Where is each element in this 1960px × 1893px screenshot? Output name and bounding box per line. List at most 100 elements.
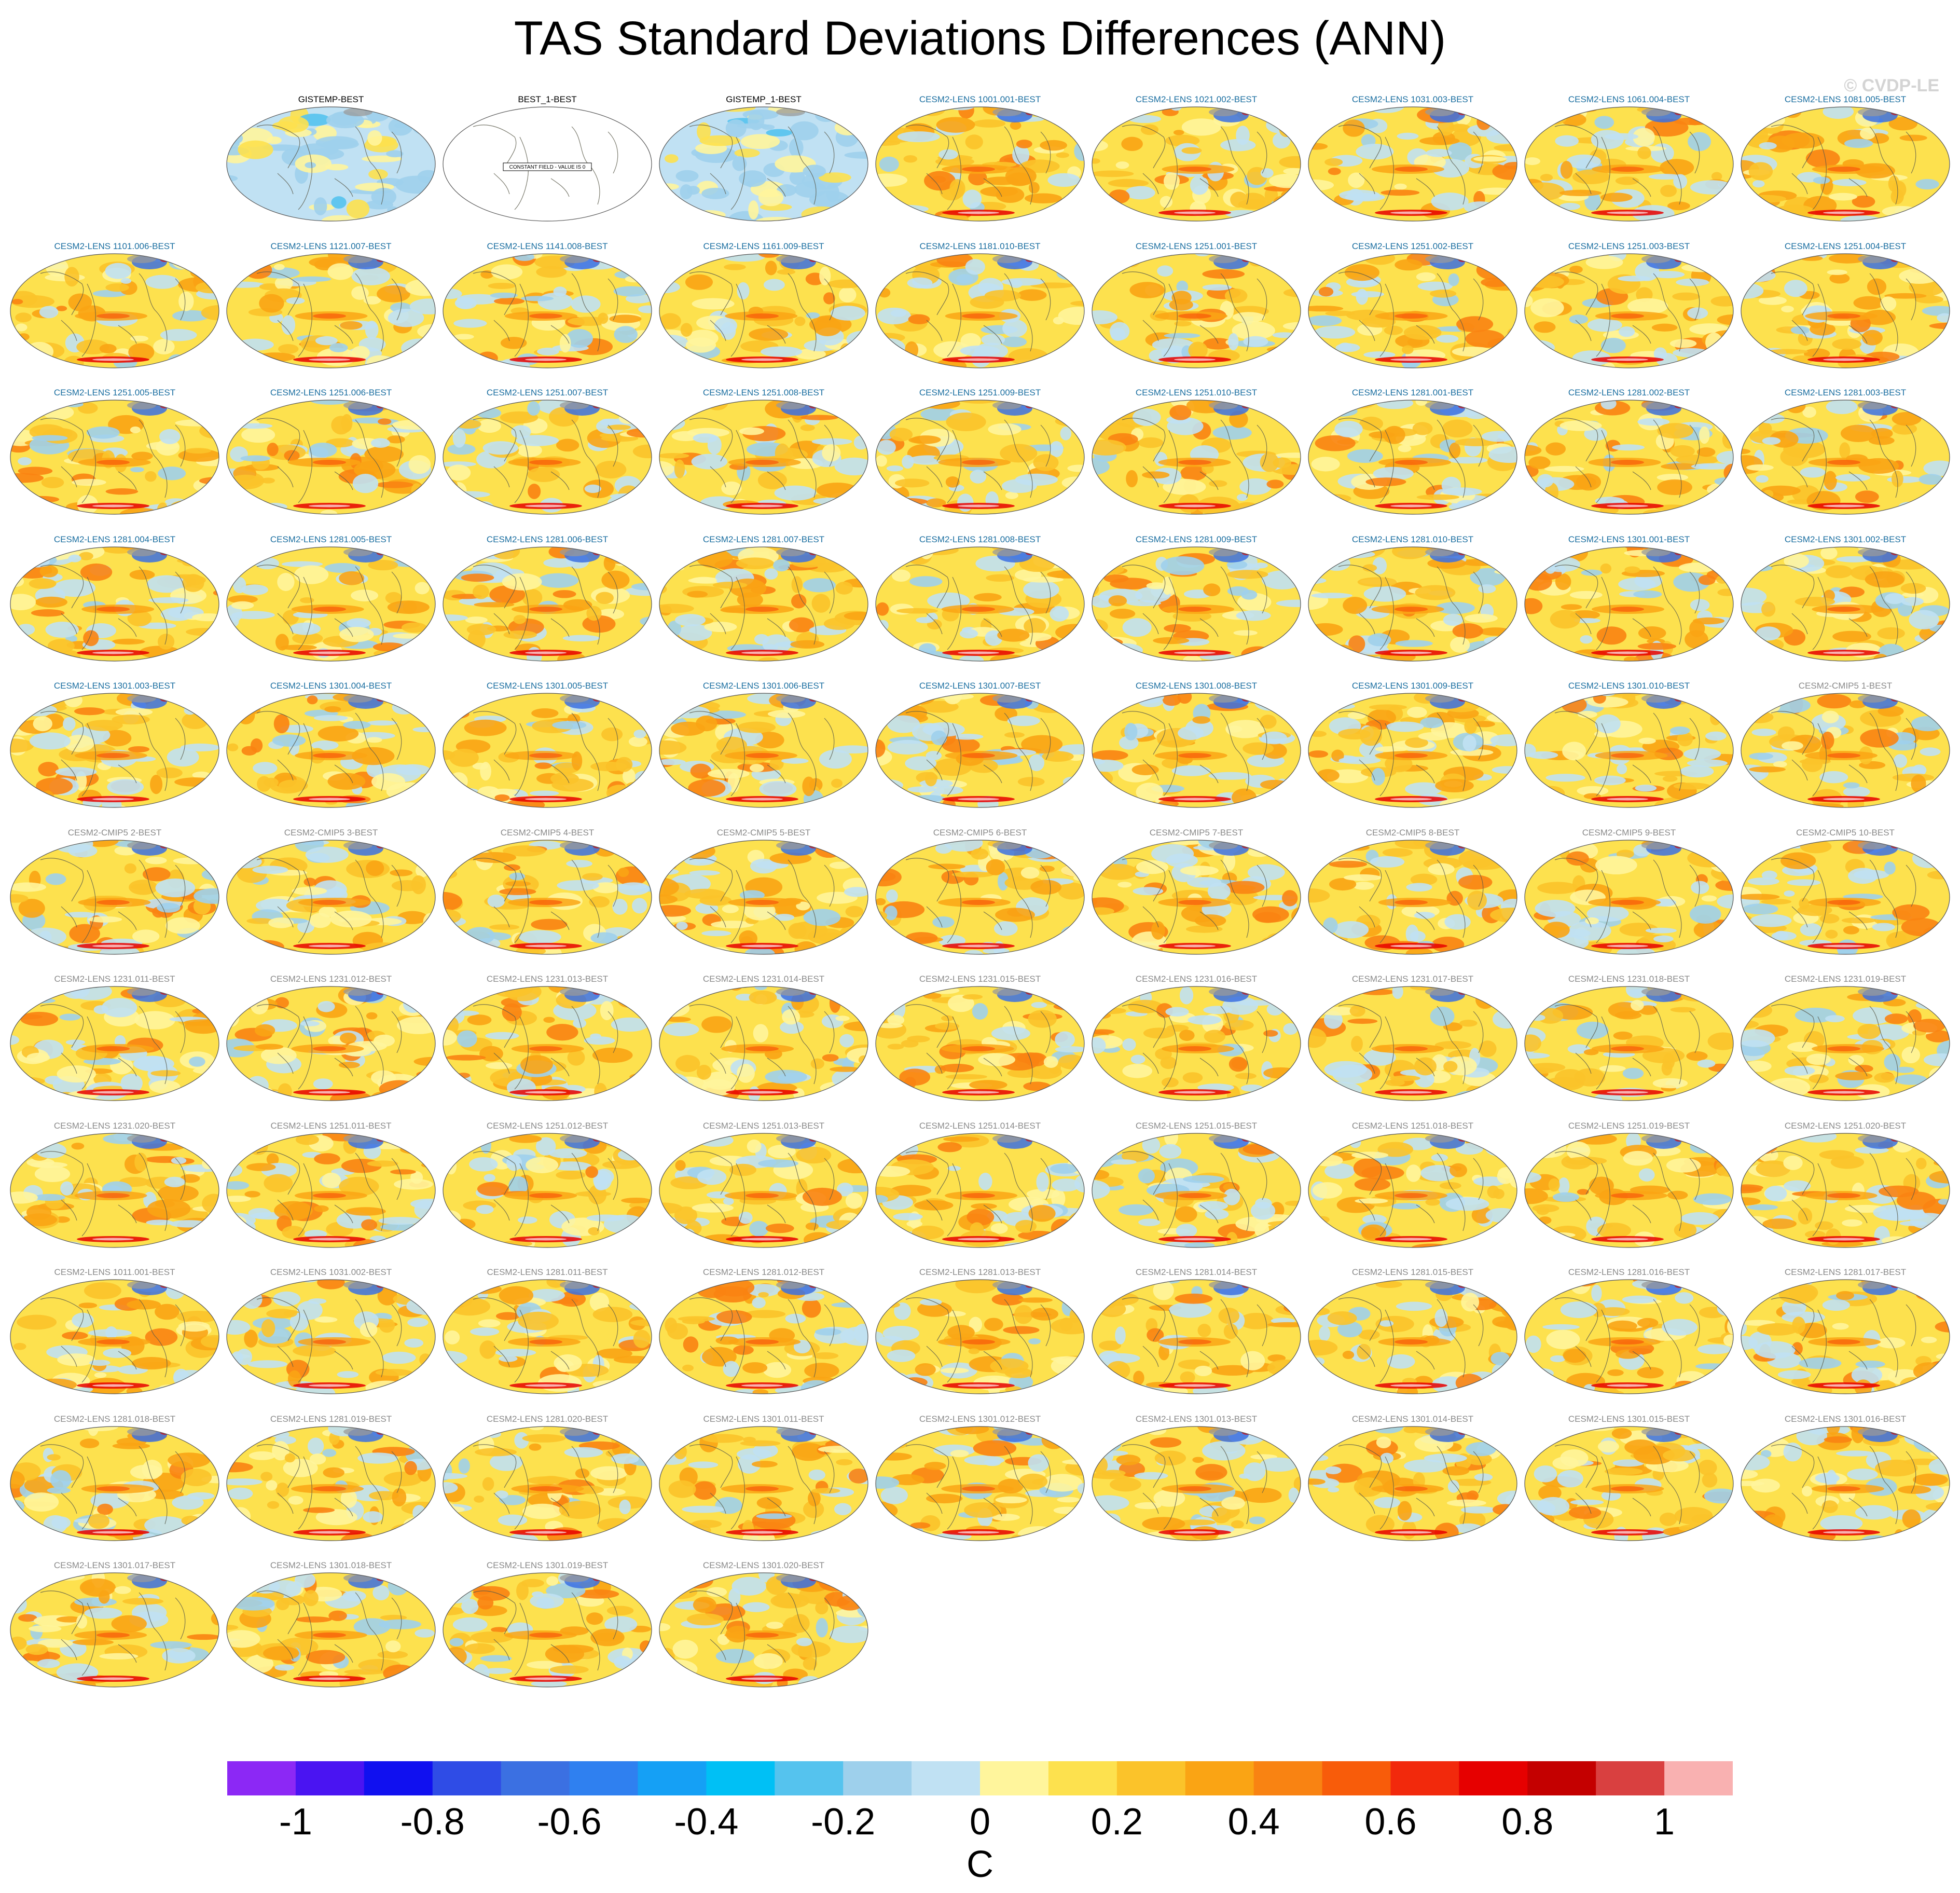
panel-title: CESM2-CMIP5 6-BEST xyxy=(933,827,1027,838)
panel-title: CESM2-CMIP5 1-BEST xyxy=(1798,681,1893,691)
panel-title: CESM2-LENS 1251.001-BEST xyxy=(1135,241,1258,251)
map-panel: CESM2-LENS 1251.019-BEST xyxy=(1524,1121,1734,1255)
world-map xyxy=(659,1279,868,1394)
world-map xyxy=(1308,839,1517,955)
map-panel: CESM2-LENS 1281.007-BEST xyxy=(658,534,869,668)
panel-title: CESM2-LENS 1301.016-BEST xyxy=(1784,1414,1907,1424)
panel-title: CESM2-LENS 1301.002-BEST xyxy=(1784,534,1907,544)
map-panel: CESM2-LENS 1281.010-BEST xyxy=(1307,534,1518,668)
colorbar-tick-label: -0.6 xyxy=(537,1801,602,1843)
panel-title: CESM2-LENS 1301.018-BEST xyxy=(270,1560,392,1570)
world-map xyxy=(1741,693,1950,808)
map-panel: CESM2-LENS 1231.019-BEST xyxy=(1740,974,1951,1108)
world-map xyxy=(226,986,436,1101)
map-panel: CESM2-LENS 1301.016-BEST xyxy=(1740,1414,1951,1548)
world-map xyxy=(875,839,1085,955)
panel-title: CESM2-LENS 1301.014-BEST xyxy=(1351,1414,1474,1424)
panel-title: CESM2-LENS 1231.011-BEST xyxy=(54,974,175,984)
colorbar-tick-label: -0.2 xyxy=(811,1801,876,1843)
map-panel: CESM2-LENS 1251.014-BEST xyxy=(875,1121,1085,1255)
panel-title: CESM2-LENS 1031.003-BEST xyxy=(1351,94,1474,104)
map-panel: CESM2-LENS 1231.015-BEST xyxy=(875,974,1085,1108)
map-panel: CESM2-CMIP5 9-BEST xyxy=(1524,828,1734,962)
map-panel: CESM2-LENS 1061.004-BEST xyxy=(1524,94,1734,228)
world-map xyxy=(1092,839,1301,955)
colorbar-swatch xyxy=(1048,1761,1117,1795)
map-panel: CESM2-LENS 1301.018-BEST xyxy=(226,1560,436,1694)
map-panel: CESM2-LENS 1301.002-BEST xyxy=(1740,534,1951,668)
panel-title: CESM2-LENS 1011.001-BEST xyxy=(54,1267,175,1277)
panel-title: CESM2-LENS 1281.001-BEST xyxy=(1351,388,1474,397)
map-panel: CESM2-LENS 1301.019-BEST xyxy=(442,1560,653,1694)
world-map xyxy=(659,400,868,515)
map-panel: CESM2-CMIP5 2-BEST xyxy=(9,828,220,962)
world-map xyxy=(443,253,652,368)
panel-title: CESM2-LENS 1251.018-BEST xyxy=(1351,1120,1474,1131)
map-panel: CESM2-LENS 1181.010-BEST xyxy=(875,241,1085,375)
map-panel: CESM2-LENS 1231.014-BEST xyxy=(658,974,869,1108)
map-panel: CESM2-LENS 1231.011-BEST xyxy=(9,974,220,1108)
map-panel: CESM2-LENS 1251.002-BEST xyxy=(1307,241,1518,375)
panel-title: CESM2-LENS 1281.011-BEST xyxy=(487,1267,608,1277)
world-map xyxy=(1308,1132,1517,1248)
map-panel: CESM2-LENS 1281.005-BEST xyxy=(226,534,436,668)
world-map xyxy=(1524,253,1734,368)
map-panel: CESM2-LENS 1301.003-BEST xyxy=(9,681,220,815)
world-map xyxy=(1308,253,1517,368)
panel-title: CESM2-LENS 1251.015-BEST xyxy=(1135,1120,1258,1131)
world-map xyxy=(443,839,652,955)
colorbar xyxy=(227,1761,1733,1795)
world-map xyxy=(1524,106,1734,222)
colorbar-swatch xyxy=(843,1761,912,1795)
world-map xyxy=(1741,839,1950,955)
panel-title: CESM2-LENS 1121.007-BEST xyxy=(270,241,392,251)
map-panel: CESM2-LENS 1281.012-BEST xyxy=(658,1267,869,1401)
map-panel: CESM2-LENS 1001.001-BEST xyxy=(875,94,1085,228)
world-map xyxy=(1308,1425,1517,1541)
panel-title: CESM2-LENS 1031.002-BEST xyxy=(270,1267,392,1277)
world-map xyxy=(875,106,1085,222)
panel-title: BEST_1-BEST xyxy=(518,94,577,104)
map-panel: CESM2-LENS 1301.017-BEST xyxy=(9,1560,220,1694)
map-panel: CESM2-LENS 1251.008-BEST xyxy=(658,388,869,522)
world-map xyxy=(226,1132,436,1248)
colorbar-swatch xyxy=(1664,1761,1733,1795)
panel-title: CESM2-LENS 1251.012-BEST xyxy=(486,1120,609,1131)
panel-title: CESM2-LENS 1231.018-BEST xyxy=(1568,974,1690,984)
colorbar-swatch xyxy=(1527,1761,1596,1795)
map-panel: CESM2-LENS 1301.010-BEST xyxy=(1524,681,1734,815)
world-map xyxy=(1524,400,1734,515)
map-panel: CESM2-LENS 1081.005-BEST xyxy=(1740,94,1951,228)
world-map xyxy=(10,1279,219,1394)
colorbar-swatch xyxy=(227,1761,296,1795)
panel-title: CESM2-LENS 1231.013-BEST xyxy=(486,974,609,984)
panel-title: CESM2-LENS 1301.004-BEST xyxy=(270,681,392,691)
panel-title: CESM2-LENS 1281.006-BEST xyxy=(486,534,609,544)
map-panel: CESM2-LENS 1251.003-BEST xyxy=(1524,241,1734,375)
panel-title: CESM2-LENS 1281.017-BEST xyxy=(1784,1267,1907,1277)
colorbar-swatch xyxy=(1185,1761,1254,1795)
map-panel: CESM2-LENS 1251.001-BEST xyxy=(1091,241,1302,375)
world-map xyxy=(1524,546,1734,662)
panel-title: GISTEMP_1-BEST xyxy=(726,94,802,104)
panel-title: CESM2-CMIP5 2-BEST xyxy=(67,827,162,838)
panel-title: CESM2-LENS 1301.019-BEST xyxy=(486,1560,609,1570)
world-map xyxy=(875,1425,1085,1541)
world-map xyxy=(226,1279,436,1394)
world-map xyxy=(659,986,868,1101)
map-panel: CESM2-LENS 1301.005-BEST xyxy=(442,681,653,815)
world-map xyxy=(1092,253,1301,368)
panel-title: CESM2-CMIP5 4-BEST xyxy=(500,827,595,838)
world-map xyxy=(10,1132,219,1248)
map-panel: CESM2-LENS 1251.013-BEST xyxy=(658,1121,869,1255)
map-panel: CESM2-LENS 1281.001-BEST xyxy=(1307,388,1518,522)
map-panel: CESM2-LENS 1281.015-BEST xyxy=(1307,1267,1518,1401)
map-panel: CESM2-LENS 1231.017-BEST xyxy=(1307,974,1518,1108)
world-map xyxy=(875,253,1085,368)
map-panel: CESM2-LENS 1021.002-BEST xyxy=(1091,94,1302,228)
map-panel: CESM2-LENS 1301.020-BEST xyxy=(658,1560,869,1694)
map-panel: CESM2-LENS 1301.012-BEST xyxy=(875,1414,1085,1548)
panel-title: CESM2-CMIP5 5-BEST xyxy=(716,827,811,838)
panel-title: CESM2-LENS 1101.006-BEST xyxy=(54,241,175,251)
map-panel: CESM2-LENS 1251.018-BEST xyxy=(1307,1121,1518,1255)
